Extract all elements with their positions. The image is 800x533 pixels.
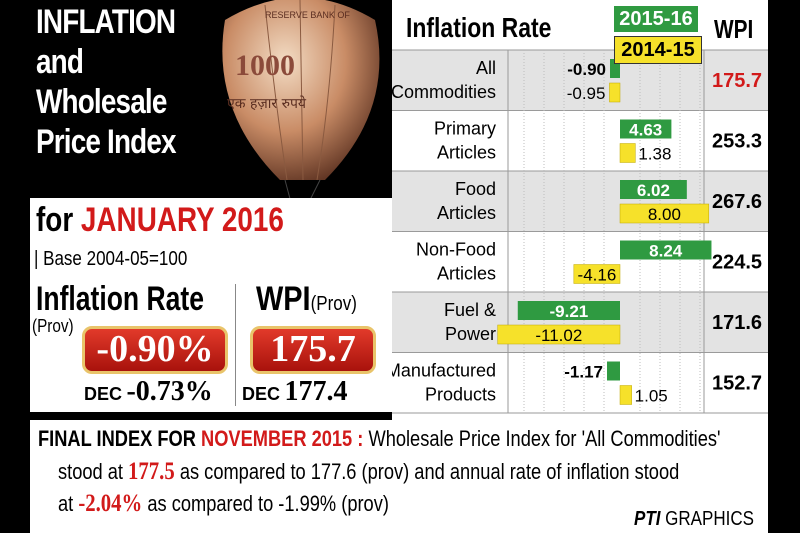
bar-label-2014-15-4: -11.02	[535, 326, 582, 345]
category-label-2-1: Articles	[437, 203, 496, 223]
title-line-1: INFLATION	[36, 3, 176, 41]
bar-label-2015-16-3: 8.24	[649, 242, 683, 261]
wpi-dec: DEC 177.4	[242, 376, 347, 408]
final-value-1: 177.5	[128, 458, 175, 485]
bar-label-2014-15-3: -4.16	[578, 266, 617, 285]
wpi-label: WPI(Prov)	[256, 280, 357, 319]
inflation-dec: DEC -0.73%	[84, 376, 213, 408]
wpi-column-header: WPI	[714, 14, 754, 44]
inflation-bar-chart: All Commodities -0.90 -0.95 175.7 Primary Arti…	[392, 49, 768, 414]
inflation-rate-label: Inflation Rate	[36, 280, 204, 318]
category-label-5-0: Manufactured	[392, 361, 496, 381]
bar-label-2015-16-1: 4.63	[629, 121, 662, 140]
wpi-value-1: 253.3	[712, 131, 762, 153]
bar-label-2015-16-4: -9.21	[550, 302, 589, 321]
final-text-3b: as compared to -1.99% (prov)	[147, 491, 389, 516]
bar-2015-16-3	[620, 240, 712, 260]
final-value-2: -2.04%	[78, 490, 143, 517]
final-heading: FINAL INDEX FOR	[38, 426, 196, 451]
final-text-1: Wholesale Price Index for 'All Commoditi…	[368, 426, 721, 451]
subtitle-month: JANUARY 2016	[80, 201, 284, 239]
bar-label-2014-15-2: 8.00	[648, 205, 681, 224]
inflation-value-badge: -0.90%	[82, 326, 228, 374]
wpi-value-2: 267.6	[712, 191, 762, 213]
wpi-prov-label: (Prov)	[310, 293, 357, 315]
category-label-3-0: Non-Food	[416, 240, 496, 260]
legend-2014-15: 2014-15	[614, 36, 702, 64]
final-text-2b: as compared to 177.6 (prov) and annual r…	[179, 459, 680, 484]
category-label-0-1: Commodities	[392, 82, 496, 102]
summary-panel: for JANUARY 2016 | Base 2004-05=100 Infl…	[30, 198, 392, 412]
wpi-value-badge: 175.7	[250, 326, 376, 374]
chart-panel: All Commodities -0.90 -0.95 175.7 Primary Arti…	[392, 0, 768, 426]
wpi-dec-value: 177.4	[284, 376, 348, 407]
inflation-prov-label: (Prov)	[32, 316, 74, 336]
base-year: | Base 2004-05=100	[34, 248, 188, 270]
bar-2014-15-1	[619, 143, 636, 163]
row-bg-0	[392, 50, 768, 111]
wpi-value-3: 224.5	[712, 252, 762, 274]
bar-2014-15-5	[619, 385, 632, 405]
credit-graphics: GRAPHICS	[665, 508, 754, 530]
bar-label-2014-15-0: -0.95	[567, 84, 606, 103]
final-line-1: FINAL INDEX FOR NOVEMBER 2015 : Wholesal…	[38, 426, 720, 452]
bar-2015-16-5	[607, 361, 620, 381]
final-text-3a: at	[58, 491, 74, 516]
wpi-dec-label: DEC	[242, 384, 281, 404]
inflation-dec-label: DEC	[84, 384, 123, 404]
balloon-bank-text: RESERVE BANK OF	[265, 10, 350, 20]
credit: PTI GRAPHICS	[634, 508, 754, 531]
category-label-4-1: Power	[445, 324, 496, 344]
wpi-label-text: WPI	[256, 280, 311, 318]
category-label-1-0: Primary	[434, 119, 496, 139]
legend-2015-16: 2015-16	[614, 6, 698, 32]
category-label-3-1: Articles	[437, 264, 496, 284]
wpi-value-4: 171.6	[712, 312, 762, 334]
final-text-2a: stood at	[58, 459, 123, 484]
wpi-value-0: 175.7	[712, 70, 762, 92]
final-line-2: stood at 177.5 as compared to 177.6 (pro…	[58, 458, 679, 486]
category-label-0-0: All	[476, 58, 496, 78]
bar-label-2014-15-1: 1.38	[638, 145, 671, 164]
bar-2015-16-0	[610, 59, 620, 78]
category-label-1-1: Articles	[437, 143, 496, 163]
row-bg-1	[392, 110, 768, 171]
bar-label-2015-16-0: -0.90	[567, 60, 606, 79]
bar-2015-16-2	[620, 180, 687, 199]
category-label-2-0: Food	[455, 179, 496, 199]
wpi-value-5: 152.7	[712, 373, 762, 395]
final-index-panel: FINAL INDEX FOR NOVEMBER 2015 : Wholesal…	[30, 420, 768, 533]
bar-2014-15-0	[609, 82, 621, 103]
category-label-4-0: Fuel &	[444, 300, 496, 320]
category-label-5-1: Products	[425, 385, 496, 405]
credit-pti: PTI	[634, 508, 661, 530]
title-line-4: Price Index	[36, 123, 177, 161]
subtitle: for JANUARY 2016	[36, 201, 284, 240]
row-bg-5	[392, 352, 768, 413]
summary-divider	[235, 284, 236, 406]
bar-2015-16-4	[517, 301, 620, 320]
title-line-2: and	[36, 43, 84, 81]
bar-2014-15-4	[497, 324, 621, 345]
balloon-note-number: 1000	[235, 49, 295, 82]
final-line-3: at -2.04% as compared to -1.99% (prov)	[58, 490, 389, 518]
final-heading-month: NOVEMBER 2015 :	[201, 426, 364, 451]
main-title: INFLATION and Wholesale Price Index	[36, 2, 177, 162]
bar-label-2015-16-5: -1.17	[564, 363, 603, 382]
chart-title: Inflation Rate	[406, 12, 552, 43]
bar-2014-15-3	[573, 264, 621, 284]
bar-label-2015-16-2: 6.02	[637, 181, 670, 200]
bar-2015-16-1	[620, 119, 672, 139]
title-line-3: Wholesale	[36, 83, 167, 121]
subtitle-prefix: for	[36, 201, 74, 239]
bar-label-2014-15-5: 1.05	[635, 387, 668, 406]
balloon-hindi-text: एक हज़ार रुपये	[227, 95, 307, 112]
inflation-dec-value: -0.73%	[126, 376, 213, 407]
bar-2014-15-2	[619, 203, 710, 224]
currency-balloon-illustration: RESERVE BANK OF 1000 एक हज़ार रुपये	[222, 0, 380, 235]
